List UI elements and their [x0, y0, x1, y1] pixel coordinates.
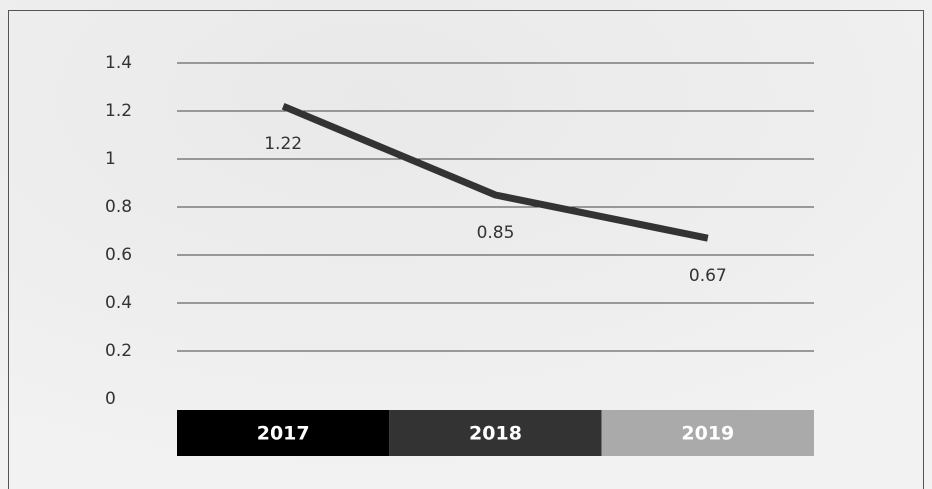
x-tick-label: 2019: [681, 423, 734, 445]
frame: [8, 10, 924, 489]
y-tick-label: 1.4: [105, 53, 132, 73]
x-tick-label: 2018: [469, 423, 522, 445]
category-box: [601, 410, 814, 456]
y-tick-label: 1.2: [105, 101, 132, 121]
x-tick-label: 2017: [257, 423, 310, 445]
data-label: 0.67: [689, 266, 727, 286]
category-box: [177, 410, 390, 456]
category-box: [389, 410, 602, 456]
y-tick-label: 0.8: [105, 197, 132, 217]
data-label: 1.22: [264, 134, 302, 154]
y-tick-label: 0.6: [105, 245, 132, 265]
y-tick-label: 0.2: [105, 341, 132, 361]
y-tick-label: 0.4: [105, 293, 132, 313]
line: [281, 102, 709, 242]
y-tick-label: 1: [105, 149, 116, 169]
y-tick-label: 0: [105, 389, 116, 409]
data-label: 0.85: [477, 223, 515, 243]
